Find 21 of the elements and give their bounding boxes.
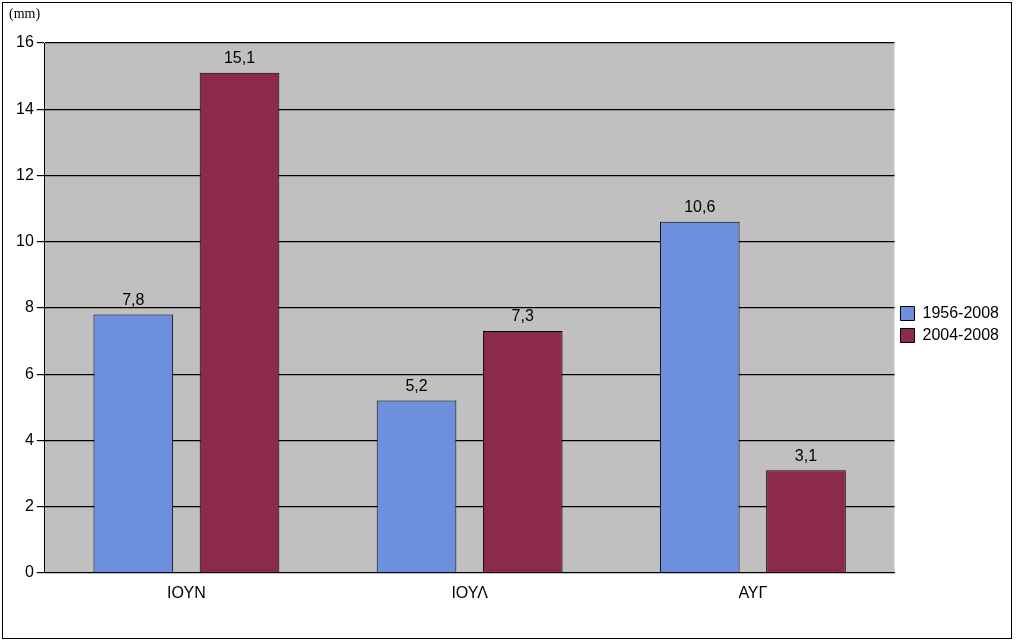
x-tick-label: ΙΟΥΝ [167, 583, 206, 601]
data-label: 7,8 [122, 290, 145, 308]
y-tick-label: 10 [16, 232, 34, 250]
x-tick-label: ΑΥΓ [738, 583, 768, 601]
y-tick-label: 0 [24, 563, 34, 581]
y-tick-label: 6 [24, 364, 34, 382]
legend-label: 2004-2008 [922, 325, 1000, 343]
y-tick-label: 8 [24, 298, 34, 316]
data-label: 15,1 [223, 49, 256, 67]
legend-label: 1956-2008 [922, 303, 1000, 321]
data-label: 7,3 [511, 307, 534, 325]
y-tick-label: 4 [24, 430, 34, 448]
y-axis-title: (mm) [9, 5, 41, 22]
data-label: 3,1 [794, 446, 818, 464]
x-tick-label: ΙΟΥΛ [451, 583, 489, 601]
data-label: 5,2 [405, 377, 428, 395]
y-tick-label: 12 [16, 165, 34, 183]
data-label: 10,6 [684, 198, 716, 216]
y-tick-label: 2 [24, 496, 34, 514]
y-tick-label: 16 [16, 33, 34, 51]
y-tick-label: 14 [16, 99, 34, 117]
